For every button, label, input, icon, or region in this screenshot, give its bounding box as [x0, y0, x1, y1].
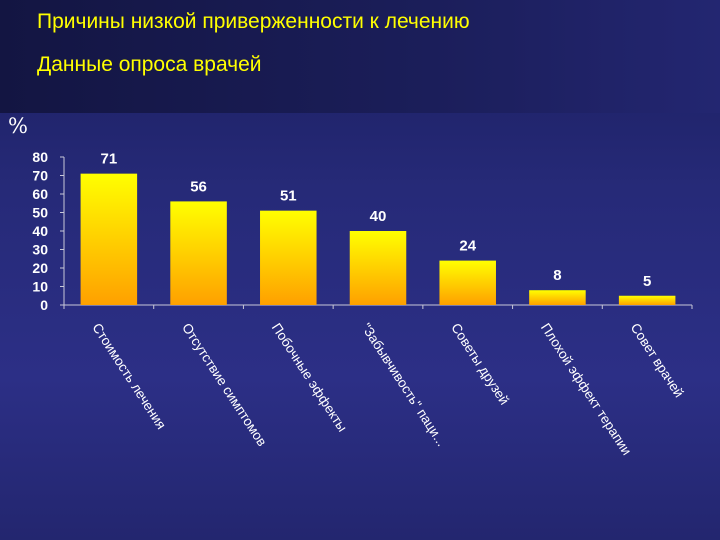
slide-title: Причины низкой приверженности к лечению — [37, 10, 470, 33]
bar — [349, 231, 407, 305]
y-tick-label: 30 — [32, 242, 48, 258]
bar — [529, 290, 586, 305]
bar — [80, 173, 138, 305]
category-label: Стоимость лечения — [89, 320, 169, 431]
title-band — [0, 0, 720, 113]
y-tick-label: 80 — [32, 149, 48, 165]
y-tick-label: 60 — [32, 186, 48, 202]
category-label: Отсутствие симптомов — [179, 320, 270, 448]
y-tick-label: 70 — [32, 168, 48, 184]
category-label: Побочные эффекты — [269, 320, 350, 434]
category-label: Совет врачей — [628, 320, 687, 400]
y-axis-unit-label: % — [8, 114, 28, 138]
data-label: 5 — [643, 273, 651, 290]
bar — [439, 260, 496, 305]
data-label: 71 — [101, 151, 118, 168]
bar — [170, 201, 227, 305]
category-label: Советы друзей — [448, 320, 512, 407]
bar — [260, 210, 317, 305]
bar — [618, 295, 676, 305]
data-label: 56 — [190, 178, 207, 195]
y-tick-label: 40 — [32, 223, 48, 239]
data-label: 51 — [280, 188, 297, 205]
data-label: 8 — [553, 267, 561, 284]
category-label: "Забывчивость" паци... — [358, 320, 449, 448]
slide-subtitle: Данные опроса врачей — [37, 53, 262, 76]
category-label: Плохой эффект терапии — [538, 320, 634, 457]
y-tick-label: 50 — [32, 205, 48, 221]
y-tick-label: 10 — [32, 279, 48, 295]
data-label: 24 — [459, 238, 476, 255]
data-label: 40 — [370, 208, 387, 225]
y-tick-label: 20 — [32, 260, 48, 276]
y-tick-label: 0 — [40, 297, 48, 313]
